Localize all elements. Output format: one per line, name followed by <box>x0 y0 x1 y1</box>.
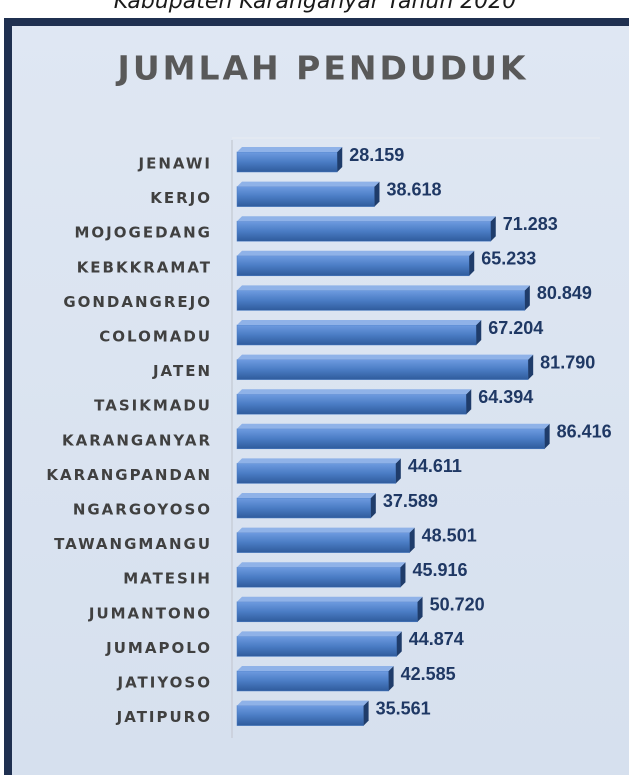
bar <box>236 186 375 207</box>
value-label: 38.618 <box>386 179 441 199</box>
bar-side <box>363 700 369 726</box>
value-label: 64.394 <box>478 387 533 407</box>
bar <box>236 393 467 415</box>
bar-side <box>476 320 482 345</box>
category-label: KERJO <box>150 189 212 207</box>
bar <box>236 636 398 657</box>
category-label: KEBKKRAMAT <box>77 258 212 276</box>
value-label: 35.561 <box>376 698 431 718</box>
bar <box>236 324 477 346</box>
bar <box>236 601 418 623</box>
bar-side <box>395 458 401 484</box>
bar-side <box>528 354 534 380</box>
bar-side <box>466 389 472 415</box>
category-label: GONDANGREJO <box>63 293 212 311</box>
category-label: MATESIH <box>123 570 212 588</box>
bar <box>236 151 338 173</box>
value-label: 42.585 <box>401 664 456 684</box>
bar-side <box>337 147 343 172</box>
bar-top <box>237 389 472 395</box>
caption: Kabupaten Karanganyar Tahun 2020 <box>114 0 517 14</box>
value-label: 44.874 <box>409 629 464 649</box>
category-label: JUMAPOLO <box>105 639 212 657</box>
bar-top <box>237 181 380 187</box>
bar-top <box>237 216 496 222</box>
bar-side <box>370 493 376 518</box>
bar-side <box>374 181 380 207</box>
bar <box>236 463 397 484</box>
category-label: JATEN <box>152 362 212 380</box>
category-label: NGARGOYOSO <box>73 501 212 519</box>
bar <box>236 359 529 380</box>
value-label: 48.501 <box>422 525 477 545</box>
bar <box>236 566 401 588</box>
bar-top <box>237 250 475 256</box>
value-label: 45.916 <box>412 560 467 580</box>
category-label: JUMANTONO <box>88 604 212 622</box>
category-label: JATIPURO <box>116 708 212 726</box>
category-label: KARANGANYAR <box>62 431 212 449</box>
bar-side <box>388 666 394 691</box>
bar <box>236 255 470 277</box>
bar-top <box>237 596 423 602</box>
bar-side <box>469 250 475 276</box>
bar <box>236 290 526 311</box>
bar-top <box>237 666 394 671</box>
bar-side <box>400 562 406 588</box>
bar-top <box>237 700 369 706</box>
bar-top <box>237 562 406 568</box>
value-label: 81.790 <box>540 352 595 372</box>
bar-top <box>237 147 343 152</box>
bar-top <box>237 493 376 498</box>
bar-side <box>490 216 496 242</box>
value-label: 65.233 <box>481 249 536 269</box>
bar-side <box>524 285 530 311</box>
chart-title: JUMLAH PENDUDUK <box>116 49 529 88</box>
category-label: KARANGPANDAN <box>46 466 212 484</box>
value-label: 86.416 <box>557 422 612 442</box>
category-label: COLOMADU <box>99 328 212 346</box>
category-label: TASIKMADU <box>94 397 212 415</box>
bar-top <box>237 458 401 464</box>
value-label: 37.589 <box>383 491 438 511</box>
bar <box>236 220 492 242</box>
bar-side <box>396 631 402 657</box>
bar-top <box>237 285 530 291</box>
bar <box>236 497 372 519</box>
bar-top <box>237 527 415 533</box>
category-label: MOJOGEDANG <box>75 224 213 242</box>
value-label: 80.849 <box>537 283 592 303</box>
category-label: TAWANGMANGU <box>54 535 212 553</box>
value-label: 67.204 <box>488 318 543 338</box>
bar <box>236 705 364 726</box>
bar-side <box>544 423 550 449</box>
value-label: 28.159 <box>349 145 404 165</box>
category-label: JENAWI <box>138 155 212 173</box>
value-label: 44.611 <box>408 456 462 476</box>
bar-side <box>409 527 415 553</box>
bar-side <box>417 596 423 622</box>
bar <box>236 532 410 553</box>
category-label: JATIYOSO <box>117 674 212 692</box>
bar-top <box>237 423 550 429</box>
bar-top <box>237 354 534 360</box>
value-label: 71.283 <box>503 214 558 234</box>
bar <box>236 428 545 450</box>
bar-top <box>237 320 482 325</box>
bar <box>236 670 389 692</box>
value-label: 50.720 <box>430 595 485 615</box>
bar-top <box>237 631 402 637</box>
